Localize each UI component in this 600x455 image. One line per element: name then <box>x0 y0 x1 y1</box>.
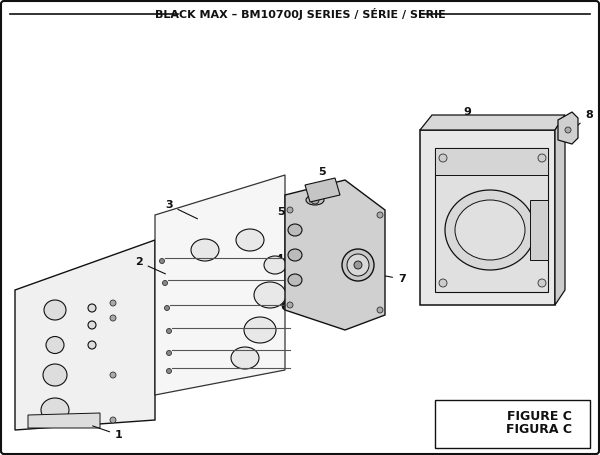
Circle shape <box>110 372 116 378</box>
Polygon shape <box>285 180 385 330</box>
Ellipse shape <box>244 317 276 343</box>
Text: 2: 2 <box>135 257 166 274</box>
Ellipse shape <box>342 249 374 281</box>
Ellipse shape <box>231 347 259 369</box>
Text: BLACK MAX – BM10700J SERIES / SÉRIE / SERIE: BLACK MAX – BM10700J SERIES / SÉRIE / SE… <box>155 8 445 20</box>
Text: 9: 9 <box>463 107 471 125</box>
Circle shape <box>377 212 383 218</box>
Circle shape <box>565 127 571 133</box>
Ellipse shape <box>288 224 302 236</box>
Ellipse shape <box>455 200 525 260</box>
Text: 1: 1 <box>92 426 123 440</box>
Circle shape <box>354 261 362 269</box>
Circle shape <box>167 350 172 355</box>
Polygon shape <box>155 175 285 395</box>
Text: FIGURE C: FIGURE C <box>507 410 572 423</box>
Polygon shape <box>530 200 548 260</box>
Ellipse shape <box>288 249 302 261</box>
Circle shape <box>167 369 172 374</box>
Circle shape <box>164 305 170 310</box>
Circle shape <box>110 315 116 321</box>
Ellipse shape <box>347 254 369 276</box>
Ellipse shape <box>306 195 324 205</box>
Ellipse shape <box>44 300 66 320</box>
Circle shape <box>439 154 447 162</box>
Ellipse shape <box>254 282 286 308</box>
Polygon shape <box>28 413 100 428</box>
Circle shape <box>311 196 319 204</box>
Text: 4: 4 <box>275 254 292 264</box>
Ellipse shape <box>191 239 219 261</box>
Text: 6: 6 <box>280 297 293 312</box>
Circle shape <box>287 302 293 308</box>
Text: 8: 8 <box>577 110 593 126</box>
Circle shape <box>110 417 116 423</box>
Ellipse shape <box>88 304 96 312</box>
Polygon shape <box>305 178 340 202</box>
Circle shape <box>538 279 546 287</box>
Circle shape <box>167 329 172 334</box>
Polygon shape <box>420 115 565 130</box>
Circle shape <box>439 279 447 287</box>
Ellipse shape <box>46 337 64 354</box>
Polygon shape <box>435 148 548 292</box>
Ellipse shape <box>43 364 67 386</box>
Circle shape <box>377 307 383 313</box>
Text: 5: 5 <box>277 207 289 223</box>
Ellipse shape <box>41 398 69 422</box>
Text: 3: 3 <box>165 200 197 219</box>
Ellipse shape <box>236 229 264 251</box>
Ellipse shape <box>88 321 96 329</box>
Circle shape <box>287 207 293 213</box>
Circle shape <box>110 300 116 306</box>
Polygon shape <box>15 240 155 430</box>
Text: FIGURA C: FIGURA C <box>506 423 572 436</box>
Circle shape <box>538 154 546 162</box>
Circle shape <box>163 280 167 285</box>
Ellipse shape <box>264 256 286 274</box>
Ellipse shape <box>88 341 96 349</box>
Ellipse shape <box>445 190 535 270</box>
Ellipse shape <box>288 274 302 286</box>
Text: 5: 5 <box>318 167 326 190</box>
Polygon shape <box>435 148 548 175</box>
Circle shape <box>160 258 164 263</box>
Polygon shape <box>558 112 578 144</box>
Text: 7: 7 <box>383 274 406 284</box>
Polygon shape <box>555 115 565 305</box>
Polygon shape <box>420 130 555 305</box>
